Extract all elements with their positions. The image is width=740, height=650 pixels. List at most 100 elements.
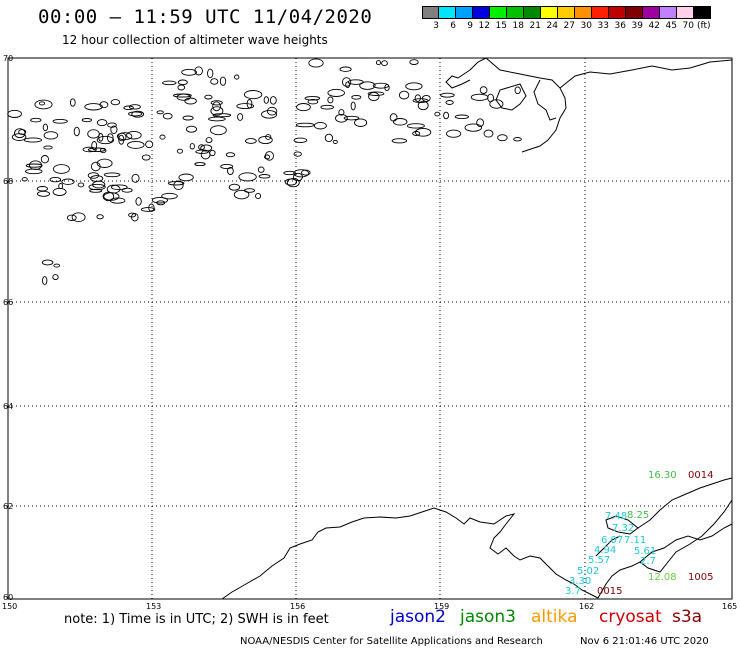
lon-label: 159 bbox=[434, 602, 449, 611]
ice-floe bbox=[236, 103, 255, 110]
legend-s3a: s3a bbox=[672, 607, 703, 627]
ice-floe bbox=[96, 119, 108, 127]
ice-floe bbox=[28, 160, 43, 171]
ice-floe bbox=[207, 68, 214, 79]
ice-floe bbox=[178, 173, 194, 182]
swh-observation-label: 7.11 bbox=[624, 535, 646, 546]
ice-floe-outlines bbox=[7, 58, 522, 286]
ice-floe bbox=[301, 169, 311, 176]
ice-floe bbox=[116, 132, 133, 141]
longitude-labels: 150 153 156 159 162 165 bbox=[2, 602, 737, 611]
ice-floe bbox=[126, 130, 142, 140]
ice-floe bbox=[233, 189, 250, 200]
ice-floe bbox=[87, 129, 100, 139]
ice-floe bbox=[332, 139, 338, 144]
ice-floe bbox=[91, 141, 98, 151]
ice-floe bbox=[121, 187, 133, 193]
ice-floe bbox=[21, 177, 28, 182]
latitude-labels: 70 68 66 64 62 60 bbox=[3, 54, 13, 602]
swh-observation-label: 8.25 bbox=[627, 510, 649, 521]
ice-floe bbox=[293, 137, 308, 143]
ice-floe bbox=[145, 140, 154, 149]
swh-observation-label: 7.32 bbox=[612, 523, 634, 534]
ice-floe bbox=[194, 66, 203, 76]
ice-floe bbox=[131, 173, 140, 183]
swh-observation-label: 3.7 bbox=[565, 586, 581, 597]
ice-floe bbox=[161, 192, 178, 200]
ice-floe bbox=[335, 113, 348, 123]
ice-floe bbox=[258, 174, 271, 179]
ice-floe bbox=[141, 154, 151, 161]
ice-floe bbox=[53, 263, 61, 268]
ice-floe bbox=[381, 60, 388, 67]
ice-floe bbox=[389, 113, 398, 122]
lat-label: 62 bbox=[3, 502, 13, 511]
map-frame bbox=[7, 57, 733, 600]
ice-floe bbox=[107, 133, 114, 143]
ice-floe bbox=[228, 183, 241, 191]
ice-floe bbox=[293, 172, 303, 182]
colorbar-legend: 3 6 9 12 15 18 21 24 27 30 33 36 39 42 45 70 (ft) bbox=[422, 6, 711, 31]
ice-floe bbox=[14, 128, 26, 139]
footer-note: note: 1) Time is in UTC; 2) SWH is in fe… bbox=[64, 612, 329, 627]
swh-observation-label: 5.02 bbox=[577, 566, 599, 577]
ice-floe bbox=[205, 137, 213, 144]
swh-observation-label: 5.57 bbox=[588, 555, 610, 566]
ice-floe bbox=[49, 176, 62, 183]
ice-floe bbox=[295, 122, 315, 128]
ice-floe bbox=[81, 118, 93, 123]
ice-floe bbox=[350, 101, 356, 111]
ice-floe bbox=[406, 123, 425, 129]
ice-floe bbox=[293, 169, 310, 178]
ice-floe bbox=[110, 125, 118, 134]
colorbar-label: 6 bbox=[450, 21, 456, 31]
ice-floe bbox=[237, 113, 244, 121]
ice-floe bbox=[392, 118, 408, 126]
colorbar-unit: (ft) bbox=[697, 21, 711, 31]
swh-observation-label: 0015 bbox=[597, 586, 622, 597]
ice-floe bbox=[265, 134, 272, 140]
ice-floe bbox=[177, 79, 188, 86]
ice-floe bbox=[372, 82, 389, 89]
colorbar-label: 27 bbox=[563, 21, 575, 31]
colorbar-swatch bbox=[626, 6, 643, 19]
colorbar-label: 42 bbox=[648, 21, 660, 31]
ice-floe bbox=[391, 138, 408, 144]
colorbar-swatch bbox=[694, 6, 711, 19]
ice-floe bbox=[185, 125, 198, 133]
swh-observation-label: 16.30 bbox=[648, 470, 677, 481]
ice-floe bbox=[204, 94, 213, 100]
ice-floe bbox=[43, 131, 59, 140]
map-subtitle: 12 hour collection of altimeter wave hei… bbox=[62, 33, 328, 47]
swh-observation-label: 3.30 bbox=[569, 576, 591, 587]
ice-floe bbox=[73, 126, 80, 137]
colorbar-label: 70 bbox=[682, 21, 694, 31]
lat-label: 66 bbox=[3, 298, 13, 307]
legend-cryosat: cryosat bbox=[599, 607, 662, 627]
ice-floe bbox=[296, 103, 311, 112]
colorbar-swatch bbox=[592, 6, 609, 19]
ice-floe bbox=[128, 104, 141, 110]
lon-label: 162 bbox=[579, 602, 594, 611]
colorbar-swatch bbox=[643, 6, 660, 19]
ice-floe bbox=[313, 121, 327, 130]
colorbar-swatch bbox=[490, 6, 507, 19]
ice-floe bbox=[194, 162, 206, 167]
ice-floe bbox=[82, 146, 97, 153]
ice-floe bbox=[42, 123, 49, 132]
swh-observation-label: 5.61 bbox=[634, 546, 656, 557]
ice-floe bbox=[52, 164, 70, 174]
ice-floe bbox=[264, 154, 271, 160]
swh-observation-label: 7.48 bbox=[605, 511, 627, 522]
ice-floe bbox=[208, 116, 226, 122]
ice-floe bbox=[479, 86, 488, 94]
ice-floe bbox=[307, 99, 319, 105]
ice-floe bbox=[286, 177, 300, 188]
ice-floe bbox=[405, 82, 423, 91]
ice-floe bbox=[209, 149, 216, 157]
ice-floe bbox=[245, 138, 257, 144]
ice-floe bbox=[127, 140, 145, 149]
legend-jason2: jason2 bbox=[390, 607, 446, 627]
ice-floe bbox=[110, 184, 128, 191]
